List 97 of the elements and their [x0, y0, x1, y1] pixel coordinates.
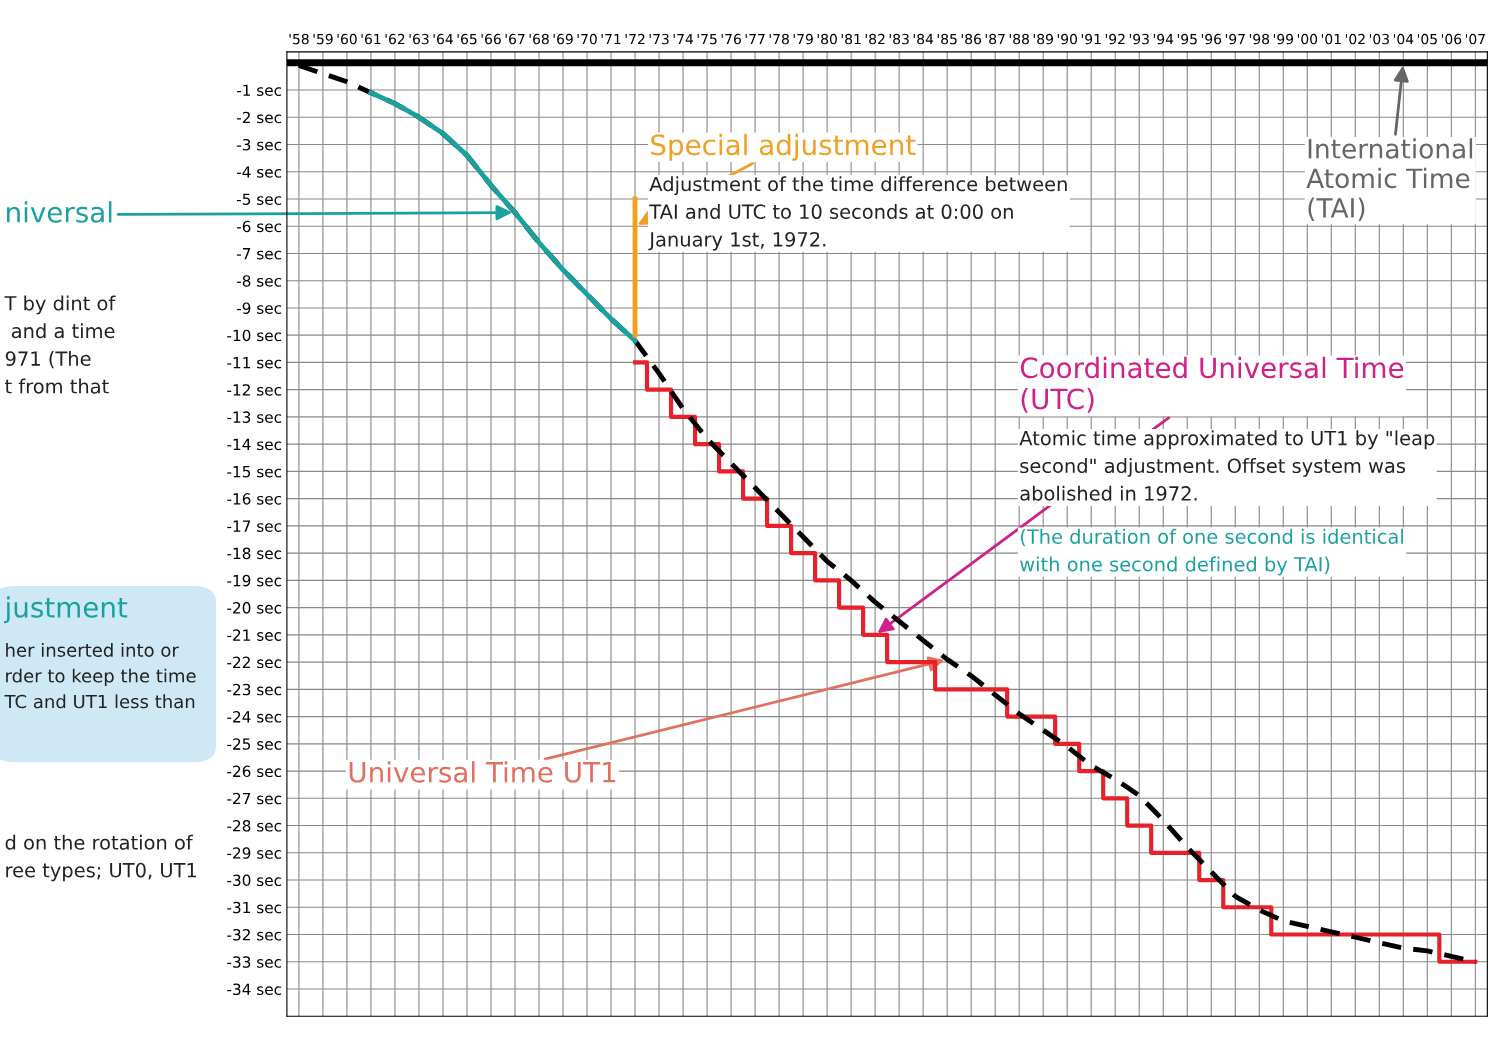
y-tick-label: -10 sec	[227, 329, 282, 342]
x-tick-label: '97	[1225, 33, 1245, 45]
x-tick-label: '91	[1081, 33, 1101, 45]
y-tick-label: -25 sec	[227, 738, 282, 750]
x-tick-label: '92	[1105, 33, 1125, 45]
y-tick-label: -9 sec	[236, 302, 282, 314]
x-tick-label: '07	[1465, 33, 1485, 45]
x-tick-label: '60	[337, 33, 357, 45]
x-tick-label: '90	[1057, 33, 1078, 45]
x-tick-label: '77	[745, 33, 765, 45]
x-tick-label: '81	[841, 33, 861, 45]
x-tick-label: '96	[1201, 33, 1222, 45]
x-tick-label: '73	[649, 33, 669, 45]
x-tick-label: '85	[937, 33, 957, 45]
y-tick-label: -2 sec	[236, 111, 282, 124]
x-tick-label: '89	[1033, 33, 1053, 45]
x-tick-label: '82	[865, 33, 885, 45]
annotation: niversal	[7, 201, 112, 223]
y-tick-label: -19 sec	[227, 574, 282, 587]
text: her inserted into or rder to keep the time TC and UT1 less than	[4, 642, 196, 709]
x-tick-label: '88	[1009, 33, 1029, 45]
y-tick-label: -21 sec	[227, 629, 282, 641]
y-tick-label: -8 sec	[236, 275, 282, 287]
y-tick-label: -3 sec	[236, 138, 282, 151]
y-tick-label: -28 sec	[227, 820, 282, 832]
x-tick-label: '76	[721, 33, 741, 45]
y-tick-label: -1 sec	[236, 84, 282, 97]
x-tick-label: '67	[505, 33, 525, 45]
x-tick-label: '70	[577, 33, 597, 45]
x-tick-label: '79	[793, 33, 813, 45]
x-tick-label: '84	[913, 33, 934, 45]
y-tick-label: -26 sec	[227, 765, 282, 778]
y-tick-label: -17 sec	[227, 520, 282, 532]
annotation: (The duration of one second is identical with one second defined by TAI)	[1020, 528, 1403, 576]
x-tick-label: '71	[601, 33, 621, 45]
x-tick-label: '86	[961, 33, 982, 45]
x-tick-label: '63	[409, 33, 429, 45]
x-tick-label: '75	[697, 33, 717, 45]
x-tick-label: '02	[1345, 33, 1365, 45]
annotation: International Atomic Time (TAI)	[1306, 138, 1473, 221]
x-tick-label: '99	[1273, 33, 1294, 45]
x-tick-label: '01	[1321, 33, 1341, 45]
x-tick-label: '93	[1129, 33, 1149, 45]
y-tick-label: -23 sec	[227, 683, 282, 696]
x-tick-label: '61	[361, 33, 381, 45]
y-tick-label: -4 sec	[236, 166, 282, 178]
y-tick-label: -15 sec	[227, 466, 282, 478]
y-tick-label: -16 sec	[227, 493, 282, 505]
y-tick-label: -34 sec	[227, 983, 282, 996]
y-tick-label: -20 sec	[227, 602, 282, 614]
y-tick-label: -33 sec	[227, 956, 282, 968]
y-tick-label: -11 sec	[227, 357, 282, 369]
x-tick-label: '68	[529, 33, 549, 45]
x-tick-label: '58	[289, 33, 309, 45]
annotation: Adjustment of the time difference between TAI and UTC to 10 seconds at 0:00 on January 1st, 1972.	[648, 176, 1067, 251]
annotation: Universal Time UT1	[349, 761, 616, 783]
text: T by dint of and a time 971 (The t from that	[4, 295, 116, 394]
y-tick-label: -31 sec	[227, 901, 282, 914]
text: justment	[4, 596, 128, 624]
x-tick-label: '59	[313, 33, 333, 45]
y-tick-label: -29 sec	[227, 847, 282, 859]
x-tick-label: '69	[553, 33, 573, 45]
x-tick-label: '65	[457, 33, 477, 45]
y-tick-label: -27 sec	[227, 792, 282, 805]
annotation: Coordinated Universal Time (UTC)	[1020, 356, 1404, 413]
annotation: Atomic time approximated to UT1 by "leap second" adjustment. Offset system was abolished in 1972.	[1019, 430, 1435, 501]
y-tick-label: -22 sec	[227, 656, 282, 669]
annotation: Special adjustment	[651, 133, 916, 161]
y-tick-label: -30 sec	[227, 874, 282, 887]
x-tick-label: '06	[1441, 33, 1462, 45]
line-series	[368, 90, 638, 344]
x-tick-label: '83	[889, 33, 909, 45]
x-tick-label: '98	[1249, 33, 1270, 45]
text: d on the rotation of ree types; UT0, UT1	[5, 834, 197, 882]
y-tick-label: -12 sec	[227, 384, 282, 396]
x-tick-label: '87	[985, 33, 1005, 45]
y-tick-label: -13 sec	[227, 411, 282, 423]
x-tick-label: '00	[1297, 33, 1318, 45]
x-tick-label: '05	[1417, 33, 1437, 45]
y-tick-label: -14 sec	[227, 438, 282, 451]
x-tick-label: '03	[1369, 33, 1389, 45]
y-tick-label: -5 sec	[236, 193, 282, 205]
x-tick-label: '66	[481, 33, 501, 45]
y-tick-label: -24 sec	[227, 711, 282, 723]
y-tick-label: -32 sec	[227, 929, 282, 941]
x-tick-label: '94	[1153, 33, 1174, 45]
x-tick-label: '80	[817, 33, 837, 45]
x-tick-label: '78	[769, 33, 789, 45]
y-tick-label: -6 sec	[236, 220, 282, 233]
y-tick-label: -18 sec	[227, 547, 282, 560]
x-tick-label: '62	[385, 33, 405, 45]
x-tick-label: '64	[433, 33, 453, 45]
x-tick-label: '72	[625, 33, 645, 45]
x-tick-label: '74	[673, 33, 694, 45]
x-tick-label: '95	[1177, 33, 1197, 45]
x-tick-label: '04	[1393, 33, 1414, 45]
y-tick-label: -7 sec	[236, 248, 282, 260]
